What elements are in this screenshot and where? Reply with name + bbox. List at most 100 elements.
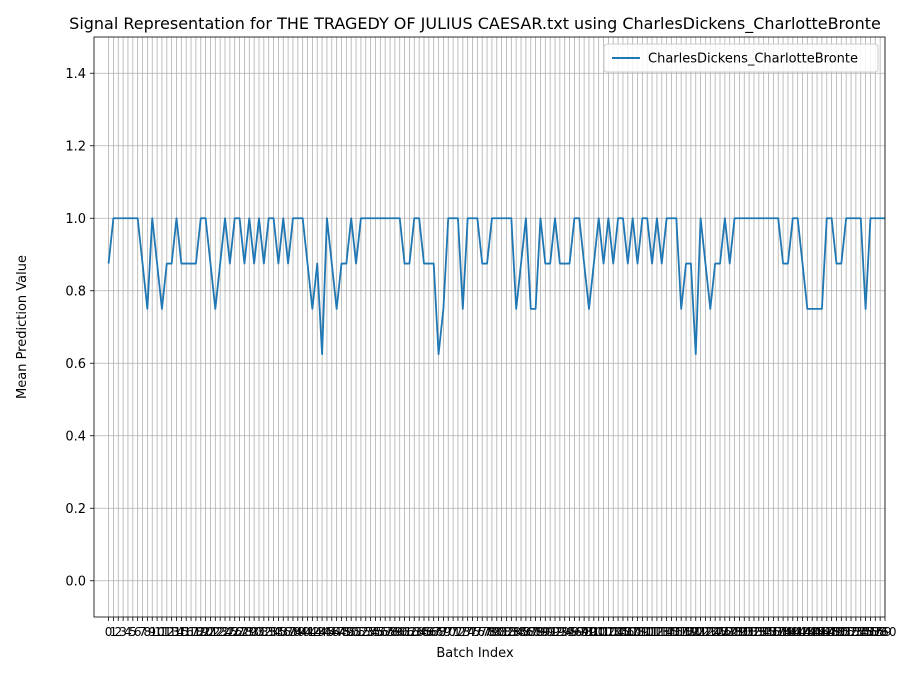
x-tick-label: 149 — [820, 625, 843, 639]
x-tick-label: 156 — [854, 625, 877, 639]
x-tick-label: 104 — [602, 625, 625, 639]
x-tick-label: 41 — [300, 625, 315, 639]
x-tick-label: 23 — [213, 625, 228, 639]
x-tick-label: 131 — [733, 625, 756, 639]
x-tick-label: 33 — [261, 625, 276, 639]
x-tick-label: 132 — [738, 625, 761, 639]
x-tick-label: 79 — [484, 625, 499, 639]
x-tick-label: 19 — [193, 625, 208, 639]
x-tick-label: 87 — [523, 625, 538, 639]
x-tick-label: 69 — [436, 625, 451, 639]
x-tick-label: 148 — [815, 625, 838, 639]
x-tick-label: 95 — [562, 625, 577, 639]
x-tick-label: 17 — [183, 625, 198, 639]
x-tick-label: 29 — [242, 625, 257, 639]
x-tick-label: 52 — [353, 625, 368, 639]
x-tick-label: 28 — [237, 625, 252, 639]
y-tick-label: 0.8 — [65, 284, 86, 299]
x-tick-label: 97 — [572, 625, 587, 639]
x-tick-label: 25 — [222, 625, 237, 639]
x-tick-label: 134 — [747, 625, 770, 639]
x-tick-label: 48 — [334, 625, 349, 639]
x-tick-label: 138 — [767, 625, 790, 639]
legend: CharlesDickens_CharlotteBronte — [603, 43, 879, 73]
x-tick-label: 40 — [295, 625, 310, 639]
x-tick-label: 54 — [363, 625, 378, 639]
x-tick-label: 126 — [709, 625, 732, 639]
x-tick-label: 89 — [533, 625, 548, 639]
x-tick-label: 0 — [105, 625, 113, 639]
x-tick-label: 101 — [587, 625, 610, 639]
x-tick-label: 11 — [154, 625, 169, 639]
y-tick-label: 0.4 — [65, 429, 86, 444]
x-tick-label: 113 — [645, 625, 668, 639]
x-tick-label: 133 — [743, 625, 766, 639]
x-tick-label: 12 — [159, 625, 174, 639]
x-tick-label: 114 — [650, 625, 673, 639]
x-tick-label: 53 — [358, 625, 373, 639]
x-tick-label: 51 — [348, 625, 363, 639]
x-tick-label: 159 — [869, 625, 892, 639]
x-tick-label: 31 — [251, 625, 266, 639]
x-tick-label: 155 — [849, 625, 872, 639]
x-tick-label: 47 — [329, 625, 344, 639]
x-tick-label: 147 — [810, 625, 833, 639]
x-tick-label: 67 — [426, 625, 441, 639]
x-tick-label: 5 — [129, 625, 137, 639]
x-tick-label: 49 — [339, 625, 354, 639]
x-tick-label: 151 — [830, 625, 853, 639]
x-tick-label: 1 — [110, 625, 118, 639]
x-tick-label: 8 — [144, 625, 152, 639]
x-tick-label: 65 — [416, 625, 431, 639]
x-tick-label: 128 — [718, 625, 741, 639]
x-tick-label: 66 — [421, 625, 436, 639]
x-tick-label: 35 — [271, 625, 286, 639]
x-tick-label: 44 — [314, 625, 329, 639]
x-tick-label: 116 — [660, 625, 683, 639]
x-tick-label: 140 — [776, 625, 799, 639]
x-tick-label: 22 — [208, 625, 223, 639]
x-tick-label: 76 — [470, 625, 485, 639]
x-tick-label: 46 — [324, 625, 339, 639]
x-tick-label: 124 — [699, 625, 722, 639]
x-tick-label: 141 — [781, 625, 804, 639]
x-tick-label: 62 — [402, 625, 417, 639]
x-tick-label: 81 — [494, 625, 509, 639]
y-axis-ticks: 0.0 0.2 0.4 0.6 0.8 1.0 1.2 1.4 — [65, 67, 94, 589]
y-tick-label: 1.2 — [65, 139, 86, 154]
x-tick-label: 59 — [387, 625, 402, 639]
x-tick-label: 24 — [217, 625, 232, 639]
x-tick-label: 98 — [576, 625, 591, 639]
x-tick-label: 36 — [276, 625, 291, 639]
x-tick-label: 105 — [607, 625, 630, 639]
x-tick-label: 27 — [232, 625, 247, 639]
x-tick-label: 99 — [581, 625, 596, 639]
x-tick-label: 70 — [441, 625, 456, 639]
x-tick-label: 92 — [547, 625, 562, 639]
x-tick-label: 121 — [684, 625, 707, 639]
x-tick-label: 130 — [728, 625, 751, 639]
x-tick-label: 56 — [373, 625, 388, 639]
x-tick-label: 136 — [757, 625, 780, 639]
x-tick-label: 144 — [796, 625, 819, 639]
x-tick-label: 102 — [592, 625, 615, 639]
x-tick-label: 73 — [455, 625, 470, 639]
x-tick-label: 125 — [704, 625, 727, 639]
x-tick-label: 143 — [791, 625, 814, 639]
x-tick-label: 2 — [114, 625, 122, 639]
y-tick-label: 1.0 — [65, 212, 86, 227]
x-tick-label: 60 — [392, 625, 407, 639]
x-tick-label: 80 — [489, 625, 504, 639]
x-tick-label: 154 — [844, 625, 867, 639]
x-tick-label: 84 — [509, 625, 524, 639]
x-tick-label: 58 — [382, 625, 397, 639]
x-tick-label: 107 — [616, 625, 639, 639]
y-tick-label: 0.0 — [65, 574, 86, 589]
plot-frame — [93, 36, 886, 618]
x-tick-label: 43 — [310, 625, 325, 639]
x-tick-label: 16 — [179, 625, 194, 639]
x-axis-label: Batch Index — [436, 646, 514, 661]
x-tick-label: 21 — [203, 625, 218, 639]
